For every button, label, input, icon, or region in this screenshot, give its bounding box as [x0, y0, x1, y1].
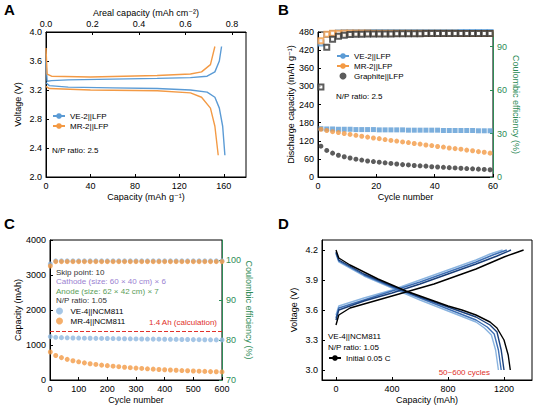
svg-text:VE-4||NCM811: VE-4||NCM811	[71, 307, 124, 316]
svg-text:0.0: 0.0	[40, 19, 53, 29]
svg-text:1200: 1200	[494, 384, 514, 394]
svg-text:3.9: 3.9	[305, 275, 318, 285]
svg-text:Capacity (mAh g⁻¹): Capacity (mAh g⁻¹)	[107, 192, 184, 202]
svg-text:2000: 2000	[26, 305, 46, 315]
svg-text:0: 0	[315, 181, 320, 191]
svg-text:Anode (size: 62 × 42 cm) × 7: Anode (size: 62 × 42 cm) × 7	[56, 287, 159, 296]
svg-text:N/P ratio: 1.05: N/P ratio: 1.05	[56, 296, 108, 305]
svg-text:N/P ratio: 1.05: N/P ratio: 1.05	[328, 343, 380, 352]
svg-text:Initial 0.05 C: Initial 0.05 C	[346, 354, 391, 363]
svg-text:2.8: 2.8	[29, 114, 42, 124]
svg-text:300: 300	[299, 81, 314, 91]
svg-text:180: 180	[299, 118, 314, 128]
svg-text:60: 60	[488, 181, 498, 191]
svg-text:0.4: 0.4	[133, 19, 146, 29]
svg-text:4000: 4000	[26, 235, 46, 245]
svg-text:Voltage (V): Voltage (V)	[13, 82, 23, 127]
svg-text:MR-2||LFP: MR-2||LFP	[70, 122, 108, 131]
svg-text:3.6: 3.6	[29, 56, 42, 66]
svg-text:0: 0	[309, 172, 314, 182]
svg-text:120: 120	[172, 181, 187, 191]
svg-text:3.6: 3.6	[305, 305, 318, 315]
svg-text:0: 0	[41, 375, 46, 385]
svg-text:90: 90	[497, 42, 507, 52]
svg-text:100: 100	[71, 384, 86, 394]
svg-text:D: D	[278, 215, 289, 232]
svg-text:VE-2||LFP: VE-2||LFP	[354, 52, 391, 61]
svg-text:420: 420	[299, 45, 314, 55]
svg-text:Areal capacity (mAh cm⁻²): Areal capacity (mAh cm⁻²)	[93, 8, 199, 18]
svg-text:Cycle number: Cycle number	[378, 192, 434, 202]
svg-text:90: 90	[226, 295, 236, 305]
svg-text:60: 60	[304, 154, 314, 164]
svg-text:600: 600	[214, 384, 229, 394]
svg-text:30: 30	[497, 129, 507, 139]
svg-text:60: 60	[497, 85, 507, 95]
svg-text:20: 20	[371, 181, 381, 191]
svg-text:80: 80	[130, 181, 140, 191]
svg-text:480: 480	[299, 27, 314, 37]
svg-text:Graphite||LFP: Graphite||LFP	[354, 72, 404, 81]
svg-text:3000: 3000	[26, 270, 46, 280]
svg-text:Discharge capacity (mAh g⁻¹): Discharge capacity (mAh g⁻¹)	[286, 45, 296, 163]
svg-text:Skip point: 10: Skip point: 10	[56, 268, 105, 277]
svg-text:0: 0	[497, 172, 502, 182]
svg-text:1.4 Ah (calculation): 1.4 Ah (calculation)	[149, 318, 217, 327]
svg-text:C: C	[4, 215, 15, 232]
svg-text:360: 360	[299, 63, 314, 73]
svg-text:400: 400	[157, 384, 172, 394]
svg-text:Cathode (size: 60 × 40 cm) × 6: Cathode (size: 60 × 40 cm) × 6	[56, 277, 166, 286]
svg-text:Coulombic efficiency (%): Coulombic efficiency (%)	[244, 261, 254, 360]
svg-text:40: 40	[85, 181, 95, 191]
svg-text:2.4: 2.4	[29, 143, 42, 153]
svg-text:120: 120	[299, 136, 314, 146]
svg-text:N/P ratio: 2.5: N/P ratio: 2.5	[52, 146, 99, 155]
svg-text:A: A	[4, 1, 15, 18]
svg-text:VE-2||LFP: VE-2||LFP	[70, 112, 107, 121]
svg-text:0: 0	[43, 181, 48, 191]
svg-text:3.0: 3.0	[305, 365, 318, 375]
svg-text:100: 100	[226, 255, 241, 265]
svg-text:MR-2||LFP: MR-2||LFP	[354, 62, 392, 71]
svg-text:400: 400	[384, 384, 399, 394]
svg-text:160: 160	[216, 181, 231, 191]
svg-text:50~600 cycles: 50~600 cycles	[439, 368, 490, 377]
svg-text:Coulombic efficiency (%): Coulombic efficiency (%)	[511, 55, 521, 154]
svg-text:200: 200	[100, 384, 115, 394]
svg-text:MR-4||NCM811: MR-4||NCM811	[71, 317, 126, 326]
svg-text:0: 0	[333, 384, 338, 394]
svg-text:3.3: 3.3	[305, 335, 318, 345]
svg-text:4.0: 4.0	[29, 27, 42, 37]
svg-text:500: 500	[186, 384, 201, 394]
svg-text:240: 240	[299, 100, 314, 110]
svg-text:300: 300	[128, 384, 143, 394]
svg-text:1000: 1000	[26, 340, 46, 350]
svg-text:70: 70	[226, 375, 236, 385]
svg-text:40: 40	[430, 181, 440, 191]
svg-text:VE-4||NCM811: VE-4||NCM811	[328, 332, 381, 341]
svg-text:3.2: 3.2	[29, 85, 42, 95]
svg-text:80: 80	[226, 335, 236, 345]
svg-text:0.6: 0.6	[179, 19, 192, 29]
svg-text:Capacity (mAh): Capacity (mAh)	[13, 279, 23, 341]
svg-text:0: 0	[47, 384, 52, 394]
svg-text:0.2: 0.2	[86, 19, 99, 29]
svg-text:0.8: 0.8	[226, 19, 239, 29]
svg-text:4.2: 4.2	[305, 245, 318, 255]
svg-text:Capacity (mAh): Capacity (mAh)	[396, 395, 458, 405]
svg-text:Voltage (V): Voltage (V)	[289, 288, 299, 333]
svg-text:B: B	[278, 1, 289, 18]
svg-text:2.0: 2.0	[29, 172, 42, 182]
svg-text:800: 800	[440, 384, 455, 394]
svg-text:N/P ratio: 2.5: N/P ratio: 2.5	[336, 92, 383, 101]
svg-text:Cycle number: Cycle number	[108, 395, 164, 405]
